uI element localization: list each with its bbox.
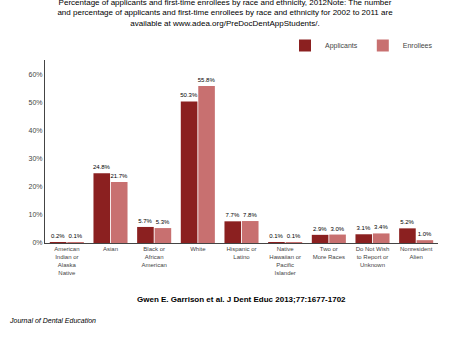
svg-text:55.8%: 55.8%	[198, 77, 216, 83]
svg-text:Two orMore Races: Two orMore Races	[313, 246, 345, 260]
svg-text:24.8%: 24.8%	[93, 164, 111, 170]
svg-text:2.9%: 2.9%	[313, 226, 327, 232]
svg-text:7.8%: 7.8%	[243, 212, 257, 218]
svg-text:7.7%: 7.7%	[226, 212, 240, 218]
svg-text:White: White	[190, 246, 206, 252]
svg-text:Enrollees: Enrollees	[403, 42, 433, 49]
svg-text:AmericanIndian orAlaskaNative: AmericanIndian orAlaskaNative	[54, 246, 79, 275]
svg-text:Journal of Dental Education: Journal of Dental Education	[9, 317, 96, 324]
svg-text:60%: 60%	[29, 71, 43, 78]
svg-text:21.7%: 21.7%	[110, 173, 128, 179]
svg-text:40%: 40%	[29, 127, 43, 134]
svg-text:0.1%: 0.1%	[287, 233, 301, 239]
svg-text:3.1%: 3.1%	[357, 225, 371, 231]
svg-text:50%: 50%	[29, 99, 43, 106]
svg-text:Percentage of applicants and f: Percentage of applicants and first-time …	[57, 0, 393, 28]
svg-text:3.0%: 3.0%	[330, 226, 344, 232]
svg-text:1.0%: 1.0%	[418, 231, 432, 237]
svg-text:10%: 10%	[29, 211, 43, 218]
svg-text:20%: 20%	[29, 183, 43, 190]
svg-text:0%: 0%	[32, 239, 42, 246]
svg-text:5.3%: 5.3%	[156, 219, 170, 225]
svg-text:5.7%: 5.7%	[138, 218, 152, 224]
svg-text:Gwen E. Garrison et al. J Dent: Gwen E. Garrison et al. J Dent Educ 2013…	[137, 295, 346, 304]
svg-text:50.3%: 50.3%	[180, 92, 198, 98]
svg-text:Black orAfricanAmerican: Black orAfricanAmerican	[141, 246, 166, 268]
svg-text:0.2%: 0.2%	[51, 233, 65, 239]
svg-text:NonresidentAlien: NonresidentAlien	[400, 246, 433, 260]
svg-text:0.1%: 0.1%	[68, 233, 82, 239]
svg-text:NativeHawaiian orPacificIsland: NativeHawaiian orPacificIslander	[269, 246, 301, 275]
svg-text:0.1%: 0.1%	[269, 233, 283, 239]
svg-text:5.2%: 5.2%	[400, 219, 414, 225]
svg-text:Hispanic orLatino: Hispanic orLatino	[226, 246, 256, 260]
svg-text:3.4%: 3.4%	[374, 224, 388, 230]
svg-text:Asian: Asian	[103, 246, 118, 252]
svg-text:30%: 30%	[29, 155, 43, 162]
svg-text:Do Not Wishto Report orUnknown: Do Not Wishto Report orUnknown	[356, 246, 390, 268]
svg-text:Applicants: Applicants	[325, 42, 358, 50]
